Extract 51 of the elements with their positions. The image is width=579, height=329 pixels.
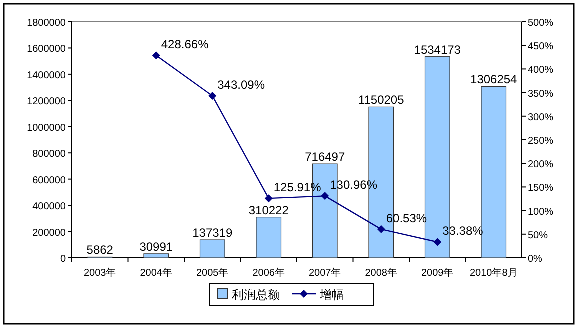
y-tick-label: 200000 (32, 228, 66, 239)
point (434, 238, 442, 246)
bar (481, 86, 507, 258)
y-tick-label: 400000 (32, 202, 66, 213)
x-tick-label: 2008年 (365, 267, 398, 279)
x-tick-label: 2005年 (196, 267, 229, 279)
y2-tick-label: 0% (528, 254, 543, 265)
data-label: 428.66% (161, 38, 210, 52)
point (264, 194, 273, 203)
point (208, 92, 217, 100)
y2-tick-label: 50% (528, 230, 548, 242)
data-label: 343.09% (218, 78, 266, 92)
x-tick-label: 2009年 (422, 267, 454, 279)
x-tick-label: 2010年8月 (470, 267, 518, 279)
y-tick-label: 1400000 (27, 70, 66, 82)
y-tick-label: 1200000 (27, 96, 66, 108)
data-label: 5862 (86, 243, 114, 258)
data-label: 1306254 (470, 72, 518, 87)
y2-tick-label: 350% (528, 88, 554, 100)
y-tick-label: 1800000 (27, 18, 66, 29)
bar (256, 217, 282, 258)
y2-tick-label: 250% (528, 136, 554, 147)
data-label: 1534173 (414, 42, 462, 57)
y-tick-label: 1600000 (27, 44, 66, 56)
point (321, 192, 330, 200)
x-tick-label: 2006年 (252, 267, 285, 279)
bar (200, 240, 226, 258)
x-tick-label: 2004年 (140, 267, 172, 279)
data-label: 30991 (140, 240, 174, 254)
y-tick-label: 600000 (32, 175, 66, 186)
point (152, 52, 160, 60)
legend-label: 利润总额 (232, 288, 280, 302)
x-tick-label: 2003年 (84, 267, 116, 279)
y2-tick-label: 500% (528, 18, 554, 29)
y2-tick-label: 100% (528, 206, 554, 218)
y2-tick-label: 300% (528, 112, 554, 124)
y2-tick-label: 150% (528, 183, 554, 194)
y2-tick-label: 200% (528, 160, 554, 171)
y-tick-label: 0 (60, 254, 66, 265)
point (377, 225, 386, 234)
y-tick-label: 800000 (32, 149, 66, 160)
y2-tick-label: 400% (528, 65, 554, 76)
legend-label: 增幅 (319, 288, 344, 302)
data-label: 310222 (248, 203, 290, 218)
data-label: 137319 (192, 226, 233, 240)
x-tick-label: 2007年 (309, 267, 342, 279)
y2-tick-label: 450% (528, 42, 554, 53)
data-label: 716497 (305, 150, 346, 164)
data-label: 1150205 (358, 93, 405, 108)
y-tick-label: 1000000 (27, 122, 66, 134)
bar (144, 254, 170, 258)
